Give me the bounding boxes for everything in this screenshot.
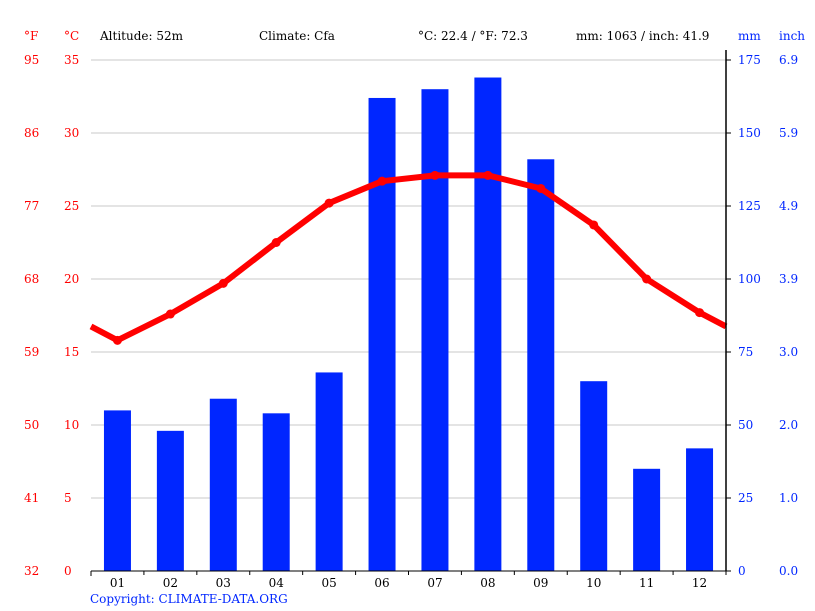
x-axis-labels: 01 02 03 04 05 06 07 08 09 10 11 12: [110, 576, 707, 590]
month-label: 07: [427, 576, 442, 590]
temperature-point: [589, 220, 599, 230]
month-label: 05: [321, 576, 336, 590]
tick-label-mm: 0: [738, 564, 746, 578]
precipitation-bar: [262, 413, 290, 571]
month-label: 09: [533, 576, 548, 590]
temperature-point: [695, 308, 705, 318]
left-axis-ticks: 32 0 41 5 50 10 59 15 68 20 77 25 86 30 95 35: [24, 53, 79, 578]
temperature-point: [165, 309, 175, 319]
tick-label-f: 95: [24, 53, 39, 67]
tick-label-inch: 0.0: [779, 564, 798, 578]
temperature-point: [324, 198, 334, 208]
precipitation-bar: [156, 430, 184, 571]
tick-label-c: 30: [64, 126, 79, 140]
precipitation-bar: [474, 77, 502, 572]
unit-inch-label: inch: [779, 29, 805, 43]
tick-label-inch: 5.9: [779, 126, 798, 140]
temperature-point: [218, 278, 228, 288]
temperature-point: [271, 238, 281, 247]
temperature-average-label: °C: 22.4 / °F: 72.3: [418, 29, 528, 43]
precipitation-bar: [209, 398, 237, 571]
tick-label-inch: 4.9: [779, 199, 798, 213]
precipitation-bar: [633, 468, 661, 571]
precipitation-bar: [368, 97, 396, 572]
month-label: 12: [692, 576, 707, 590]
tick-label-inch: 2.0: [779, 418, 798, 432]
tick-label-mm: 50: [738, 418, 753, 432]
tick-label-c: 25: [64, 199, 79, 213]
tick-label-f: 59: [24, 345, 39, 359]
precipitation-bar: [103, 410, 131, 571]
tick-label-f: 68: [24, 272, 39, 286]
tick-label-inch: 1.0: [779, 491, 798, 505]
month-label: 11: [639, 576, 654, 590]
temperature-point: [112, 335, 122, 345]
axes: [90, 50, 727, 576]
tick-label-mm: 175: [738, 53, 761, 67]
tick-label-c: 35: [64, 53, 79, 67]
month-label: 04: [269, 576, 285, 590]
month-label: 10: [586, 576, 601, 590]
tick-label-mm: 100: [738, 272, 761, 286]
precipitation-bars: [103, 77, 714, 572]
month-label: 03: [216, 576, 231, 590]
month-label: 06: [374, 576, 389, 590]
month-label: 08: [480, 576, 495, 590]
copyright-link[interactable]: Copyright: CLIMATE-DATA.ORG: [90, 592, 288, 606]
tick-label-inch: 3.9: [779, 272, 798, 286]
tick-label-f: 50: [24, 418, 39, 432]
climate-label: Climate: Cfa: [259, 29, 335, 43]
tick-label-inch: 3.0: [779, 345, 798, 359]
month-label: 02: [163, 576, 178, 590]
temperature-point: [483, 170, 493, 180]
tick-label-c: 15: [64, 345, 79, 359]
tick-label-mm: 25: [738, 491, 753, 505]
temperature-point: [377, 176, 387, 186]
unit-celsius-label: °C: [64, 29, 79, 43]
tick-label-f: 77: [24, 199, 39, 213]
altitude-label: Altitude: 52m: [99, 29, 184, 43]
tick-label-f: 41: [24, 491, 39, 505]
precipitation-bar: [527, 159, 555, 571]
precipitation-total-label: mm: 1063 / inch: 41.9: [576, 29, 709, 43]
temperature-point: [430, 170, 440, 180]
tick-label-mm: 75: [738, 345, 753, 359]
tick-label-c: 10: [64, 418, 79, 432]
unit-fahrenheit-label: °F: [24, 29, 38, 43]
tick-label-c: 20: [64, 272, 79, 286]
tick-label-f: 86: [24, 126, 39, 140]
tick-label-inch: 6.9: [779, 53, 798, 67]
precipitation-bar: [580, 381, 608, 571]
unit-mm-label: mm: [738, 29, 761, 43]
precipitation-bar: [315, 372, 343, 571]
temperature-point: [642, 274, 652, 284]
gridlines: [91, 59, 726, 499]
month-label: 01: [110, 576, 125, 590]
tick-label-f: 32: [24, 564, 39, 578]
precipitation-bar: [421, 89, 449, 571]
tick-label-c: 5: [64, 491, 72, 505]
precipitation-bar: [686, 448, 714, 571]
tick-label-c: 0: [64, 564, 72, 578]
temperature-point: [536, 183, 546, 193]
tick-label-mm: 125: [738, 199, 761, 213]
right-axis-ticks: 0 0.0 25 1.0 50 2.0 75 3.0 100 3.9 125 4.9 150 5.9 175…: [726, 53, 798, 578]
tick-label-mm: 150: [738, 126, 761, 140]
temperature-line: [89, 170, 728, 345]
